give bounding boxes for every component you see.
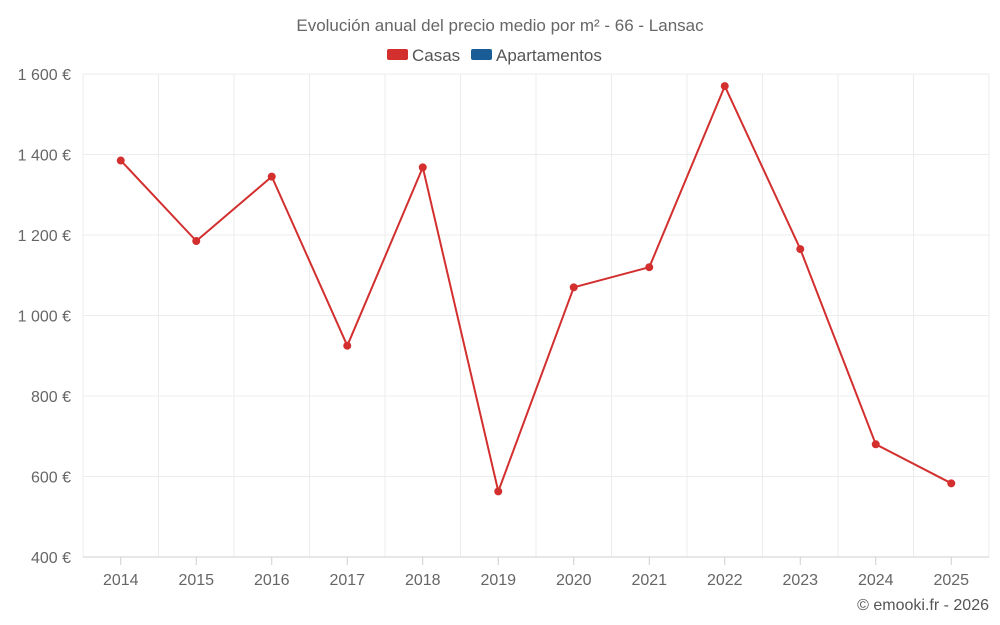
grid xyxy=(82,73,990,557)
y-tick-label: 1 400 € xyxy=(18,148,71,165)
x-tick-label: 2025 xyxy=(933,572,969,589)
series-casas xyxy=(116,82,956,496)
y-tick-label: 1 200 € xyxy=(18,228,71,245)
y-tick-label: 600 € xyxy=(31,470,71,487)
data-point-2021[interactable] xyxy=(645,263,654,272)
legend-swatch-apartamentos xyxy=(471,49,492,60)
data-point-2023[interactable] xyxy=(796,245,805,254)
series-line-casas xyxy=(120,85,952,493)
x-axis: 2014 2015 2016 2017 2018 2019 2020 2021 2022 2023… xyxy=(83,556,989,589)
x-tick-label: 2020 xyxy=(556,572,592,589)
x-tick-label: 2021 xyxy=(631,572,667,589)
data-point-2014[interactable] xyxy=(116,156,125,165)
x-tick-label: 2023 xyxy=(782,572,818,589)
chart-title: Evolución anual del precio medio por m² … xyxy=(296,16,704,35)
y-axis: 400 € 600 € 800 € 1 000 € 1 200 € 1 400 € 1 60… xyxy=(18,67,71,567)
copyright-text: © emooki.fr - 2026 xyxy=(857,597,989,614)
legend-label-casas[interactable]: Casas xyxy=(412,46,460,65)
data-point-2024[interactable] xyxy=(871,440,880,449)
x-tick-label: 2014 xyxy=(103,572,139,589)
data-point-2025[interactable] xyxy=(947,479,956,488)
y-tick-label: 1 600 € xyxy=(18,67,71,84)
y-tick-label: 1 000 € xyxy=(18,309,71,326)
y-tick-label: 400 € xyxy=(31,550,71,567)
data-point-2020[interactable] xyxy=(569,283,578,292)
data-point-2018[interactable] xyxy=(418,163,427,172)
x-tick-label: 2024 xyxy=(858,572,894,589)
legend-label-apartamentos[interactable]: Apartamentos xyxy=(496,46,602,65)
x-tick-label: 2017 xyxy=(329,572,365,589)
x-tick-label: 2022 xyxy=(707,572,743,589)
data-point-2022[interactable] xyxy=(720,82,729,91)
legend-swatch-casas xyxy=(387,49,408,60)
x-tick-label: 2015 xyxy=(178,572,214,589)
data-point-2015[interactable] xyxy=(192,237,201,246)
y-tick-label: 800 € xyxy=(31,389,71,406)
data-point-2017[interactable] xyxy=(343,341,352,350)
data-point-2016[interactable] xyxy=(267,172,276,181)
legend: Casas Apartamentos xyxy=(387,46,602,65)
x-tick-label: 2018 xyxy=(405,572,441,589)
data-point-2019[interactable] xyxy=(494,487,503,496)
x-tick-label: 2016 xyxy=(254,572,290,589)
x-tick-label: 2019 xyxy=(480,572,516,589)
